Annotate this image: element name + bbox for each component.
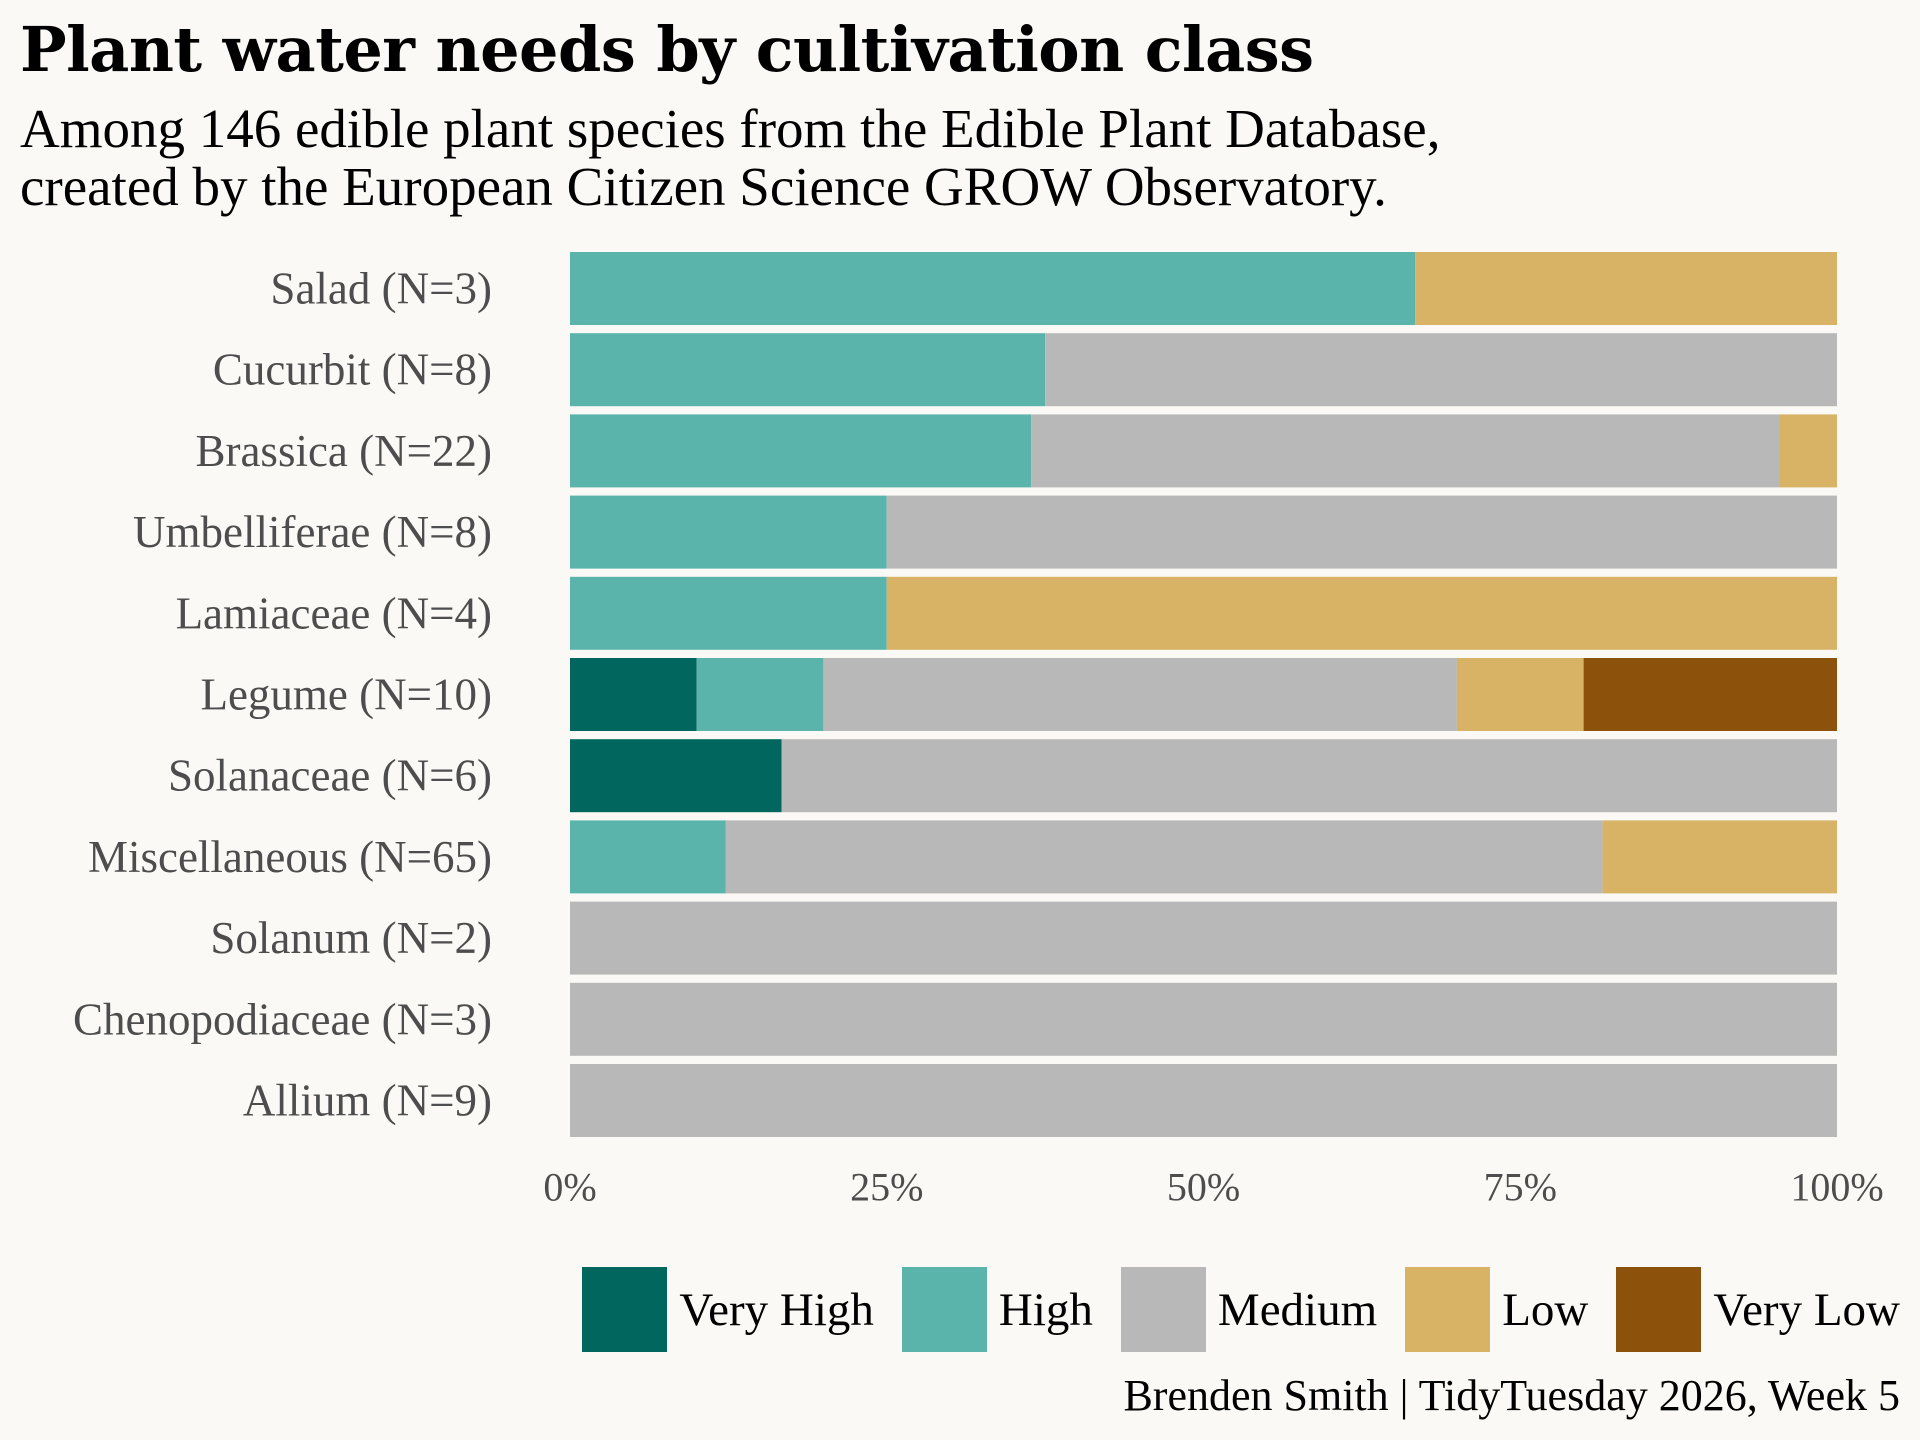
- bar-miscellaneous-n-65-medium: [725, 820, 1603, 894]
- category-label-chenopodiaceae-n-3: Chenopodiaceae (N=3): [73, 994, 492, 1044]
- chart-title: Plant water needs by cultivation class: [20, 13, 1314, 86]
- category-label-solanaceae-n-6: Solanaceae (N=6): [168, 751, 492, 801]
- x-tick-label-3: 75%: [1484, 1165, 1557, 1210]
- x-tick-label-4: 100%: [1790, 1165, 1883, 1210]
- bar-legume-n-10-very-low: [1583, 658, 1837, 731]
- subtitle-line-1: Among 146 edible plant species from the …: [20, 98, 1441, 159]
- legend-label-low: Low: [1502, 1283, 1589, 1336]
- legend-swatch-medium: [1120, 1267, 1206, 1352]
- legend-item-very-high: Very High: [582, 1267, 874, 1352]
- bar-legume-n-10-medium: [823, 658, 1457, 731]
- bars-group: [570, 252, 1837, 1137]
- legend-swatch-very-low: [1616, 1267, 1702, 1352]
- subtitle-line-2: created by the European Citizen Science …: [20, 156, 1387, 217]
- bar-brassica-n-22-low: [1779, 414, 1837, 488]
- legend-item-high: High: [901, 1267, 1093, 1352]
- bar-legume-n-10-high: [696, 658, 824, 731]
- legend-label-very-low: Very Low: [1713, 1283, 1900, 1336]
- category-label-lamiaceae-n-4: Lamiaceae (N=4): [176, 588, 492, 638]
- legend-item-low: Low: [1405, 1267, 1588, 1352]
- legend-label-very-high: Very High: [679, 1283, 874, 1336]
- bar-lamiaceae-n-4-low: [886, 576, 1837, 650]
- bar-lamiaceae-n-4-high: [570, 576, 887, 650]
- bar-brassica-n-22-high: [570, 414, 1032, 488]
- category-label-umbelliferae-n-8: Umbelliferae (N=8): [133, 507, 492, 557]
- bar-brassica-n-22-medium: [1031, 414, 1780, 488]
- legend: Very High High Medium Low Very Low: [582, 1267, 1900, 1352]
- bar-solanum-n-2-medium: [570, 901, 1837, 975]
- stacked-bar-chart: Salad (N=3) Cucurbit (N=8) Brassica (N=22)…: [73, 252, 1884, 1210]
- bar-salad-n-3-high: [570, 252, 1416, 325]
- bar-miscellaneous-n-65-high: [570, 820, 726, 894]
- x-tick-label-2: 50%: [1167, 1165, 1240, 1210]
- bar-miscellaneous-n-65-low: [1602, 820, 1837, 894]
- bar-umbelliferae-n-8-medium: [886, 495, 1837, 569]
- x-tick-label-1: 25%: [850, 1165, 923, 1210]
- legend-swatch-high: [901, 1267, 987, 1352]
- x-tick-label-0: 0%: [543, 1165, 596, 1210]
- category-label-brassica-n-22: Brassica (N=22): [195, 426, 492, 476]
- legend-swatch-low: [1405, 1267, 1491, 1352]
- x-axis-ticks: 0% 25% 50% 75% 100%: [543, 1165, 1883, 1210]
- legend-label-medium: Medium: [1217, 1283, 1378, 1336]
- category-label-salad-n-3: Salad (N=3): [270, 264, 492, 314]
- caption: Brenden Smith | TidyTuesday 2026, Week 5: [1123, 1371, 1900, 1420]
- chart-subtitle: Among 146 edible plant species from the …: [20, 100, 1820, 216]
- legend-swatch-very-high: [582, 1267, 668, 1352]
- bar-legume-n-10-very-high: [570, 658, 697, 731]
- bar-cucurbit-n-8-high: [570, 333, 1046, 407]
- bar-umbelliferae-n-8-high: [570, 495, 887, 569]
- bar-salad-n-3-low: [1415, 252, 1837, 325]
- legend-label-high: High: [998, 1283, 1093, 1336]
- bar-legume-n-10-low: [1456, 658, 1584, 731]
- category-label-allium-n-9: Allium (N=9): [243, 1076, 492, 1126]
- category-labels: Salad (N=3) Cucurbit (N=8) Brassica (N=22)…: [73, 264, 492, 1126]
- bar-cucurbit-n-8-medium: [1045, 333, 1837, 407]
- bar-solanaceae-n-6-very-high: [570, 739, 782, 813]
- category-label-cucurbit-n-8: Cucurbit (N=8): [213, 345, 492, 395]
- category-label-solanum-n-2: Solanum (N=2): [210, 913, 492, 963]
- legend-item-very-low: Very Low: [1616, 1267, 1900, 1352]
- bar-chenopodiaceae-n-3-medium: [570, 982, 1837, 1056]
- category-label-legume-n-10: Legume (N=10): [200, 670, 492, 720]
- category-label-miscellaneous-n-65: Miscellaneous (N=65): [88, 832, 492, 882]
- legend-item-medium: Medium: [1120, 1267, 1378, 1352]
- bar-solanaceae-n-6-medium: [781, 739, 1837, 813]
- bar-allium-n-9-medium: [570, 1064, 1837, 1137]
